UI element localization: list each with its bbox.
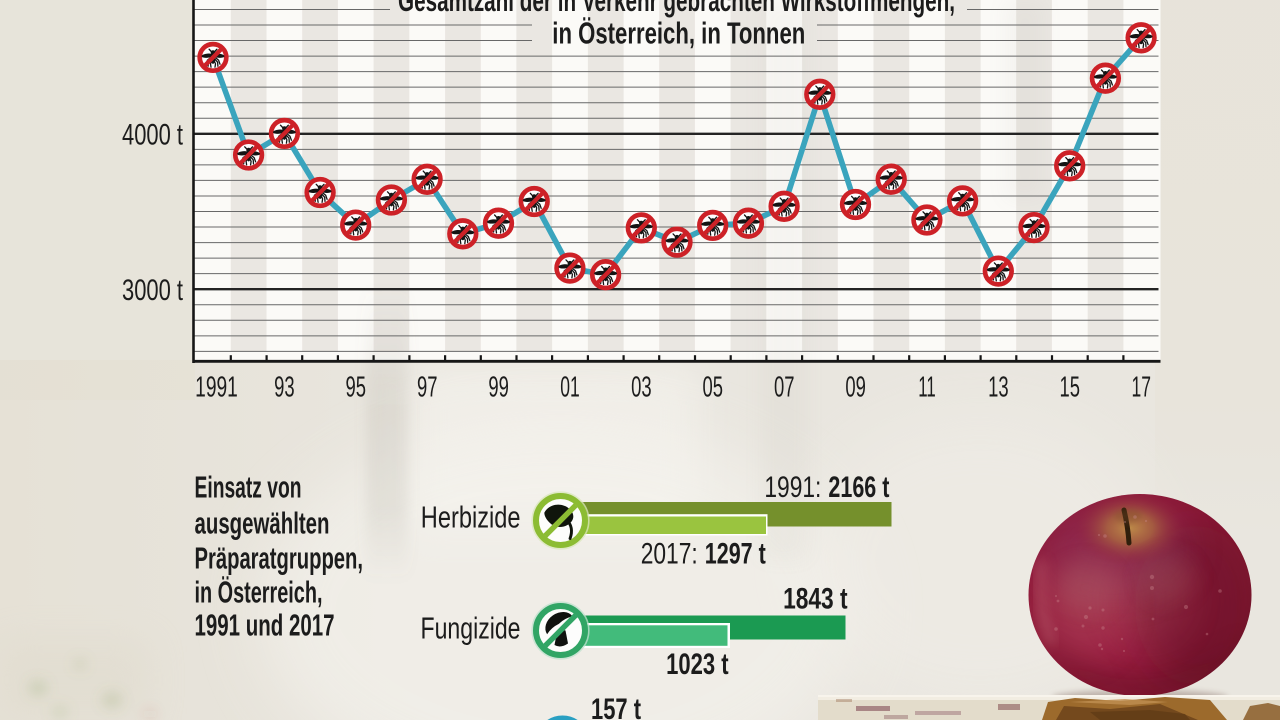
svg-text:Einsatz von: Einsatz von — [195, 470, 302, 505]
svg-text:4000 t: 4000 t — [122, 119, 183, 152]
svg-text:99: 99 — [488, 372, 509, 404]
svg-text:Fungizide: Fungizide — [421, 611, 521, 646]
svg-text:03: 03 — [631, 372, 652, 404]
svg-text:1991 und 2017: 1991 und 2017 — [195, 608, 335, 643]
svg-text:Präparatgruppen,: Präparatgruppen, — [195, 541, 364, 576]
svg-text:1023 t: 1023 t — [666, 648, 729, 681]
svg-text:93: 93 — [274, 372, 295, 404]
svg-text:95: 95 — [346, 372, 367, 404]
svg-text:2017:: 2017: — [641, 538, 698, 571]
svg-text:15: 15 — [1060, 372, 1081, 404]
svg-text:2166 t: 2166 t — [828, 471, 889, 504]
svg-text:in Österreich, in Tonnen: in Österreich, in Tonnen — [552, 16, 805, 51]
svg-text:1297 t: 1297 t — [705, 538, 766, 571]
svg-text:Herbizide: Herbizide — [421, 500, 521, 535]
svg-text:ausgewählten: ausgewählten — [195, 506, 330, 541]
svg-text:05: 05 — [703, 372, 724, 404]
svg-text:in Österreich,: in Österreich, — [195, 575, 323, 610]
svg-text:97: 97 — [417, 372, 438, 404]
svg-text:07: 07 — [774, 372, 795, 404]
svg-text:1991:: 1991: — [764, 471, 821, 504]
svg-text:11: 11 — [918, 372, 936, 404]
svg-text:01: 01 — [560, 372, 580, 404]
svg-text:1843 t: 1843 t — [783, 583, 848, 616]
svg-text:13: 13 — [988, 372, 1009, 404]
svg-text:1991: 1991 — [195, 372, 238, 404]
svg-text:17: 17 — [1131, 372, 1151, 404]
svg-text:3000 t: 3000 t — [122, 274, 183, 307]
svg-text:Gesamtzahl der in Verkehr gebr: Gesamtzahl der in Verkehr gebrachten Wir… — [398, 0, 955, 18]
svg-text:09: 09 — [845, 372, 866, 404]
svg-text:157 t: 157 t — [591, 693, 641, 720]
